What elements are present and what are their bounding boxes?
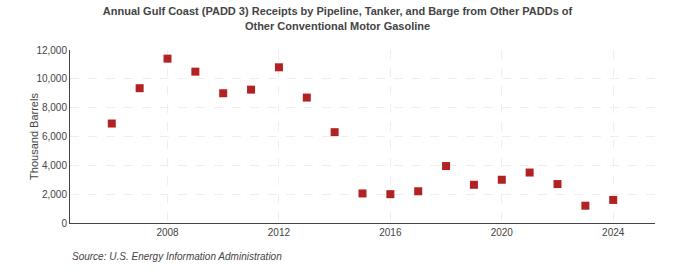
svg-text:2,000: 2,000 xyxy=(42,189,67,200)
svg-text:2016: 2016 xyxy=(379,227,402,238)
svg-text:12,000: 12,000 xyxy=(36,45,67,56)
svg-text:Thousand Barrels: Thousand Barrels xyxy=(28,93,40,180)
svg-text:2012: 2012 xyxy=(268,227,291,238)
svg-text:4,000: 4,000 xyxy=(42,160,67,171)
svg-text:8,000: 8,000 xyxy=(42,102,67,113)
svg-text:2024: 2024 xyxy=(602,227,625,238)
svg-text:Annual Gulf Coast (PADD 3) Rec: Annual Gulf Coast (PADD 3) Receipts by P… xyxy=(103,5,573,31)
svg-text:0: 0 xyxy=(61,218,67,229)
svg-text:10,000: 10,000 xyxy=(36,73,67,84)
svg-text:Source: U.S. Energy Informatio: Source: U.S. Energy Information Administ… xyxy=(72,251,282,262)
svg-text:2020: 2020 xyxy=(491,227,514,238)
svg-text:6,000: 6,000 xyxy=(42,131,67,142)
svg-text:2008: 2008 xyxy=(156,227,179,238)
